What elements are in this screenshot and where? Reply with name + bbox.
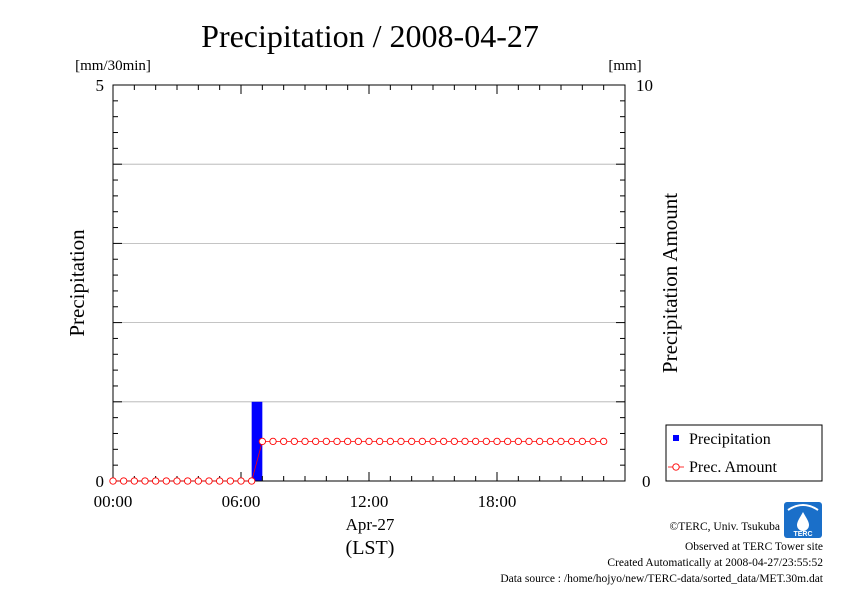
prec-amount-point (141, 477, 149, 485)
logo-text: TERC (793, 531, 812, 538)
x-tick-labels: 00:00 06:00 12:00 18:00 (94, 492, 517, 511)
prec-amount-point (173, 477, 181, 485)
prec-amount-point (440, 437, 448, 446)
prec-amount-line (113, 440, 604, 482)
prec-amount-point (354, 437, 362, 446)
prec-amount-point (152, 477, 160, 485)
left-axis-title: Precipitation (65, 229, 89, 337)
prec-amount-point (365, 437, 373, 446)
prec-amount-point (450, 437, 458, 446)
x-tick-label: 00:00 (94, 492, 133, 511)
prec-amount-point (248, 477, 256, 485)
prec-amount-point (589, 437, 597, 446)
prec-amount-point (290, 437, 298, 446)
prec-amount-point (386, 437, 394, 446)
terc-logo: TERC (784, 502, 822, 538)
plot-frame (112, 84, 626, 482)
prec-amount-point (578, 437, 586, 446)
prec-amount-point (130, 477, 138, 485)
left-axis-max: 5 (96, 76, 105, 95)
right-axis-min: 0 (642, 472, 651, 491)
credit-created: Created Automatically at 2008-04-27/23:5… (607, 557, 823, 569)
prec-amount-point (205, 477, 213, 485)
chart-title: Precipitation / 2008-04-27 (201, 18, 539, 54)
prec-amount-point (408, 437, 416, 446)
right-axis-max: 10 (636, 76, 653, 95)
legend: Precipitation Prec. Amount (665, 424, 823, 482)
prec-amount-point (482, 437, 490, 446)
prec-amount-point (429, 437, 437, 446)
prec-amount-point (184, 477, 192, 485)
legend-box (665, 424, 823, 482)
prec-amount-point (194, 477, 202, 485)
x-tick-label: 12:00 (350, 492, 389, 511)
prec-amount-point (333, 437, 341, 446)
prec-amount-point (418, 437, 426, 446)
left-axis-min: 0 (96, 472, 105, 491)
gridlines (113, 163, 625, 403)
prec-amount-point (514, 437, 522, 446)
prec-amount-point (312, 437, 320, 446)
axis-ticks (112, 84, 626, 482)
prec-amount-point (226, 477, 234, 485)
x-date-label: Apr-27 (346, 515, 395, 534)
precipitation-bars (251, 401, 263, 481)
prec-amount-point (600, 437, 608, 446)
right-axis-unit: [mm] (608, 58, 641, 74)
credit-observed: Observed at TERC Tower site (685, 541, 823, 553)
x-zone-label: (LST) (346, 537, 395, 559)
prec-amount-point (269, 437, 277, 446)
prec-amount-point (461, 437, 469, 446)
right-axis-title: Precipitation Amount (658, 193, 682, 373)
precipitation-bar (251, 401, 263, 481)
credit-copyright: ©TERC, Univ. Tsukuba (670, 521, 780, 533)
prec-amount-point (322, 437, 330, 446)
prec-amount-point (504, 437, 512, 446)
legend-precipitation-swatch (673, 435, 679, 441)
prec-amount-point (536, 437, 544, 446)
legend-amount-label: Prec. Amount (689, 459, 778, 476)
prec-amount-point (162, 477, 170, 485)
prec-amount-point (472, 437, 480, 446)
prec-amount-point (216, 477, 224, 485)
prec-amount-point (557, 437, 565, 446)
prec-amount-point (120, 477, 128, 485)
prec-amount-point (493, 437, 501, 446)
logo-drop (797, 512, 809, 531)
x-tick-label: 18:00 (478, 492, 517, 511)
prec-amount-point (258, 437, 266, 446)
prec-amount-point (301, 437, 309, 446)
prec-amount-point (546, 437, 554, 446)
prec-amount-point (344, 437, 352, 446)
prec-amount-point (525, 437, 533, 446)
prec-amount-series (109, 437, 608, 485)
prec-amount-point (568, 437, 576, 446)
prec-amount-point (237, 477, 245, 485)
legend-amount-marker (672, 463, 680, 471)
x-tick-label: 06:00 (222, 492, 261, 511)
logo-arc (787, 504, 819, 511)
legend-precipitation-label: Precipitation (689, 431, 771, 448)
prec-amount-point (109, 477, 117, 485)
prec-amount-point (397, 437, 405, 446)
left-axis-unit: [mm/30min] (75, 58, 151, 74)
credit-source: Data source : /home/hojyo/new/TERC-data/… (500, 573, 823, 585)
prec-amount-point (376, 437, 384, 446)
prec-amount-point (280, 437, 288, 446)
